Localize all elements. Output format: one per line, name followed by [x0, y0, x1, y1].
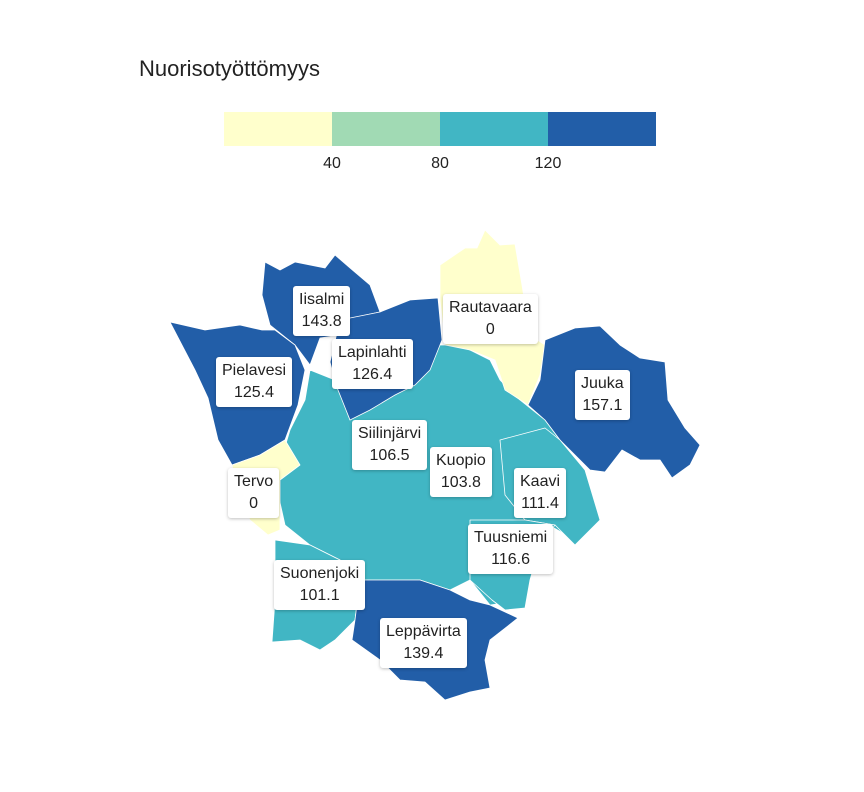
label-kuopio: Kuopio 103.8 [430, 447, 492, 497]
label-pielavesi-value: 125.4 [233, 384, 275, 401]
legend-swatch-1 [224, 112, 332, 146]
label-suonenjoki: Suonenjoki 101.1 [274, 560, 366, 610]
label-kuopio-value: 103.8 [440, 474, 481, 491]
label-siilinjarvi: Siilinjärvi 106.5 [352, 420, 428, 470]
legend-tick-80: 80 [431, 155, 449, 172]
label-juuka: Juuka 157.1 [575, 370, 630, 420]
legend-tick-120: 120 [534, 155, 562, 172]
label-pielavesi-name: Pielavesi [222, 362, 287, 379]
map-title: Nuorisotyöttömyys [139, 56, 320, 81]
label-leppavirta-name: Leppävirta [386, 623, 461, 640]
legend-swatch-2 [332, 112, 440, 146]
legend-swatch-4 [548, 112, 656, 146]
label-iisalmi-value: 143.8 [301, 313, 342, 330]
label-lapinlahti: Lapinlahti 126.4 [332, 339, 413, 389]
label-pielavesi: Pielavesi 125.4 [216, 357, 293, 407]
label-suonenjoki-value: 101.1 [299, 587, 340, 604]
label-kaavi-value: 111.4 [521, 495, 559, 512]
color-legend [224, 112, 656, 146]
label-rautavaara: Rautavaara 0 [443, 294, 538, 344]
label-kuopio-name: Kuopio [436, 452, 486, 469]
label-iisalmi: Iisalmi 143.8 [293, 286, 351, 336]
label-juuka-name: Juuka [581, 375, 624, 392]
label-tervo-value: 0 [249, 495, 259, 512]
label-rautavaara-name: Rautavaara [449, 299, 532, 316]
label-lapinlahti-value: 126.4 [352, 366, 393, 383]
label-leppavirta-value: 139.4 [403, 645, 444, 662]
label-kaavi-name: Kaavi [520, 473, 561, 490]
label-tuusniemi: Tuusniemi 116.6 [468, 524, 554, 574]
label-suonenjoki-name: Suonenjoki [280, 565, 360, 582]
label-lapinlahti-name: Lapinlahti [338, 344, 407, 361]
label-kaavi: Kaavi 111.4 [514, 468, 567, 518]
label-siilinjarvi-name: Siilinjärvi [358, 425, 422, 442]
legend-tick-40: 40 [323, 155, 341, 172]
label-leppavirta: Leppävirta 139.4 [380, 618, 467, 668]
label-tervo-name: Tervo [234, 473, 274, 490]
label-tuusniemi-value: 116.6 [491, 551, 531, 568]
label-rautavaara-value: 0 [485, 321, 495, 338]
legend-swatch-3 [440, 112, 548, 146]
label-juuka-value: 157.1 [582, 397, 623, 414]
label-iisalmi-name: Iisalmi [299, 291, 345, 308]
label-siilinjarvi-value: 106.5 [369, 447, 410, 464]
label-tervo: Tervo 0 [228, 468, 280, 518]
label-tuusniemi-name: Tuusniemi [474, 529, 548, 546]
